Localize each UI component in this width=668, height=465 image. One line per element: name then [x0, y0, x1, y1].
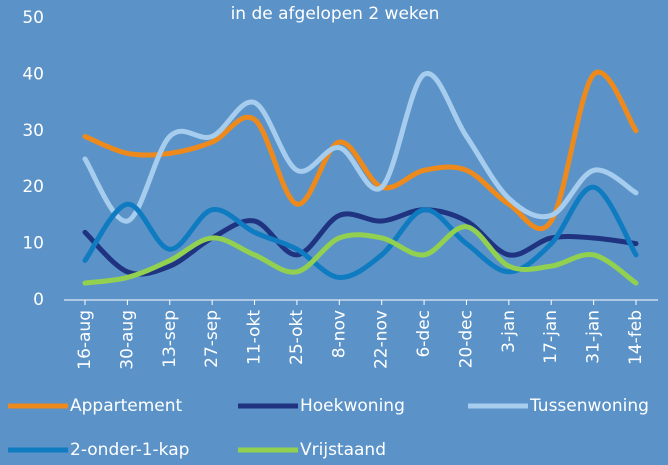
y-tick-label: 40 — [22, 64, 44, 84]
legend-label: Tussenwoning — [529, 396, 649, 416]
legend-label: Appartement — [70, 396, 183, 416]
y-tick-label: 20 — [22, 177, 44, 197]
series-line — [82, 224, 639, 286]
x-tick-label: 6-dec — [414, 310, 434, 358]
series-line — [82, 69, 639, 232]
legend-label: Hoekwoning — [300, 396, 405, 416]
x-tick-label: 22-nov — [372, 310, 392, 369]
x-tick-label: 20-dec — [456, 310, 476, 368]
x-tick-label: 16-aug — [75, 310, 95, 370]
chart-title: in de afgelopen 2 weken — [231, 4, 440, 24]
x-tick-label: 25-okt — [287, 310, 307, 365]
series-line — [82, 184, 639, 280]
x-tick-label: 3-jan — [499, 310, 519, 353]
y-tick-label: 10 — [22, 234, 44, 254]
x-tick-label: 31-jan — [584, 310, 604, 364]
y-tick-label: 30 — [22, 121, 44, 141]
series-line — [82, 71, 639, 224]
x-tick-label: 8-nov — [329, 310, 349, 358]
x-tick-label: 14-feb — [626, 310, 646, 365]
x-tick-label: 13-sep — [160, 310, 180, 368]
x-tick-label: 30-aug — [117, 310, 137, 370]
legend-label: Vrijstaand — [300, 440, 386, 460]
legend-label: 2-onder-1-kap — [70, 440, 189, 460]
x-tick-label: 11-okt — [245, 310, 265, 365]
series-line — [82, 207, 639, 277]
x-tick-label: 17-jan — [541, 310, 561, 364]
y-tick-label: 50 — [22, 8, 44, 28]
x-tick-label: 27-sep — [202, 310, 222, 368]
y-tick-label: 0 — [33, 290, 44, 310]
